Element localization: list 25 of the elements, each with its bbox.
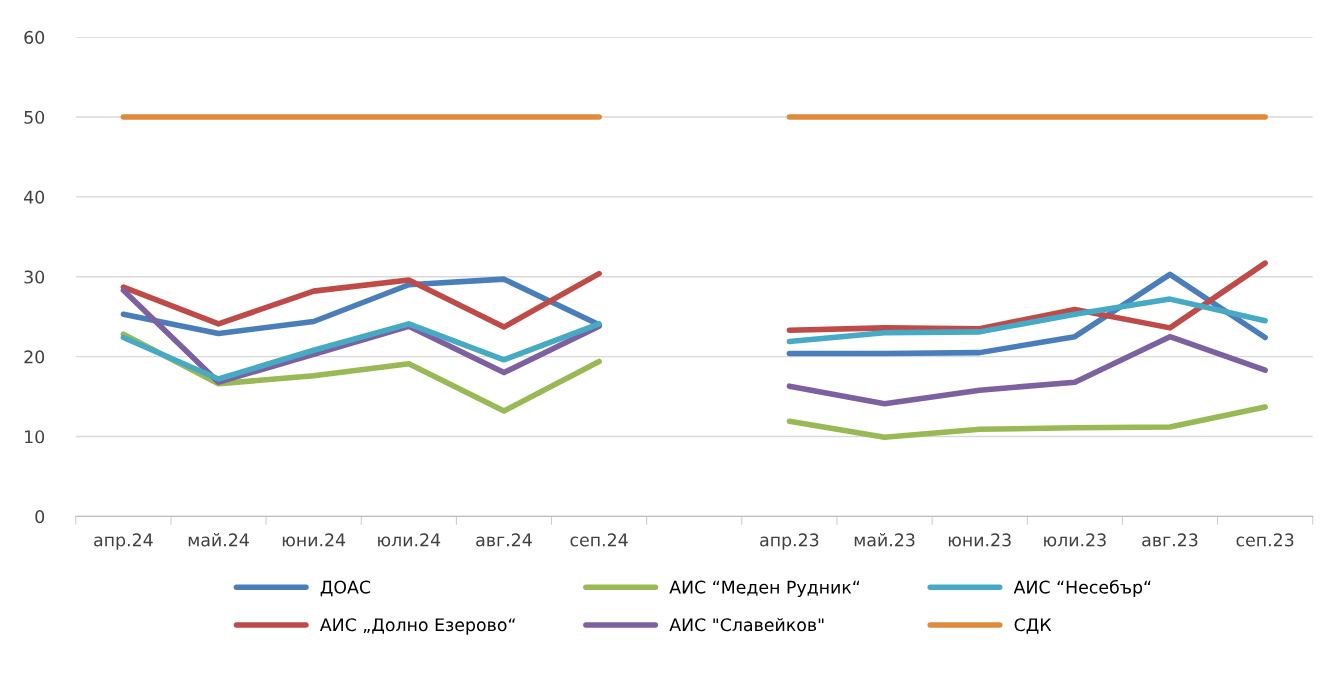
x-tick-label: юни.23 bbox=[948, 533, 1011, 547]
x-tick-label: авг.23 bbox=[1142, 533, 1198, 547]
x-tick-label: апр.23 bbox=[760, 533, 819, 550]
x-tick-label: сеп.24 bbox=[570, 533, 628, 547]
y-tick-label: 60 bbox=[24, 30, 45, 44]
x-tick-label: сеп.23 bbox=[1236, 533, 1294, 547]
y-tick-label: 30 bbox=[24, 270, 45, 284]
x-tick-label: авг.24 bbox=[476, 533, 532, 547]
legend-label: АИС „Долно Езерово“ bbox=[319, 618, 515, 635]
x-tick-label: апр.24 bbox=[94, 533, 153, 550]
legend-label: АИС “Несебър“ bbox=[1013, 579, 1151, 598]
x-tick-label: юли.23 bbox=[1044, 533, 1106, 547]
legend-label: СДК bbox=[1014, 618, 1052, 634]
legend-label: АИС “Меден Рудник“ bbox=[669, 580, 860, 598]
legend-label: ДОАС bbox=[320, 580, 371, 597]
y-tick-label: 0 bbox=[35, 510, 45, 524]
y-tick-label: 40 bbox=[24, 190, 45, 204]
x-tick-label: май.23 bbox=[854, 533, 915, 547]
x-tick-label: май.24 bbox=[188, 533, 249, 547]
y-tick-label: 50 bbox=[24, 110, 45, 124]
x-tick-label: юни.24 bbox=[282, 533, 346, 547]
x-tick-label: юли.24 bbox=[378, 533, 441, 547]
y-tick-label: 10 bbox=[25, 430, 45, 444]
legend-label: АИС "Славейков" bbox=[669, 617, 824, 632]
y-tick-label: 20 bbox=[24, 350, 45, 364]
